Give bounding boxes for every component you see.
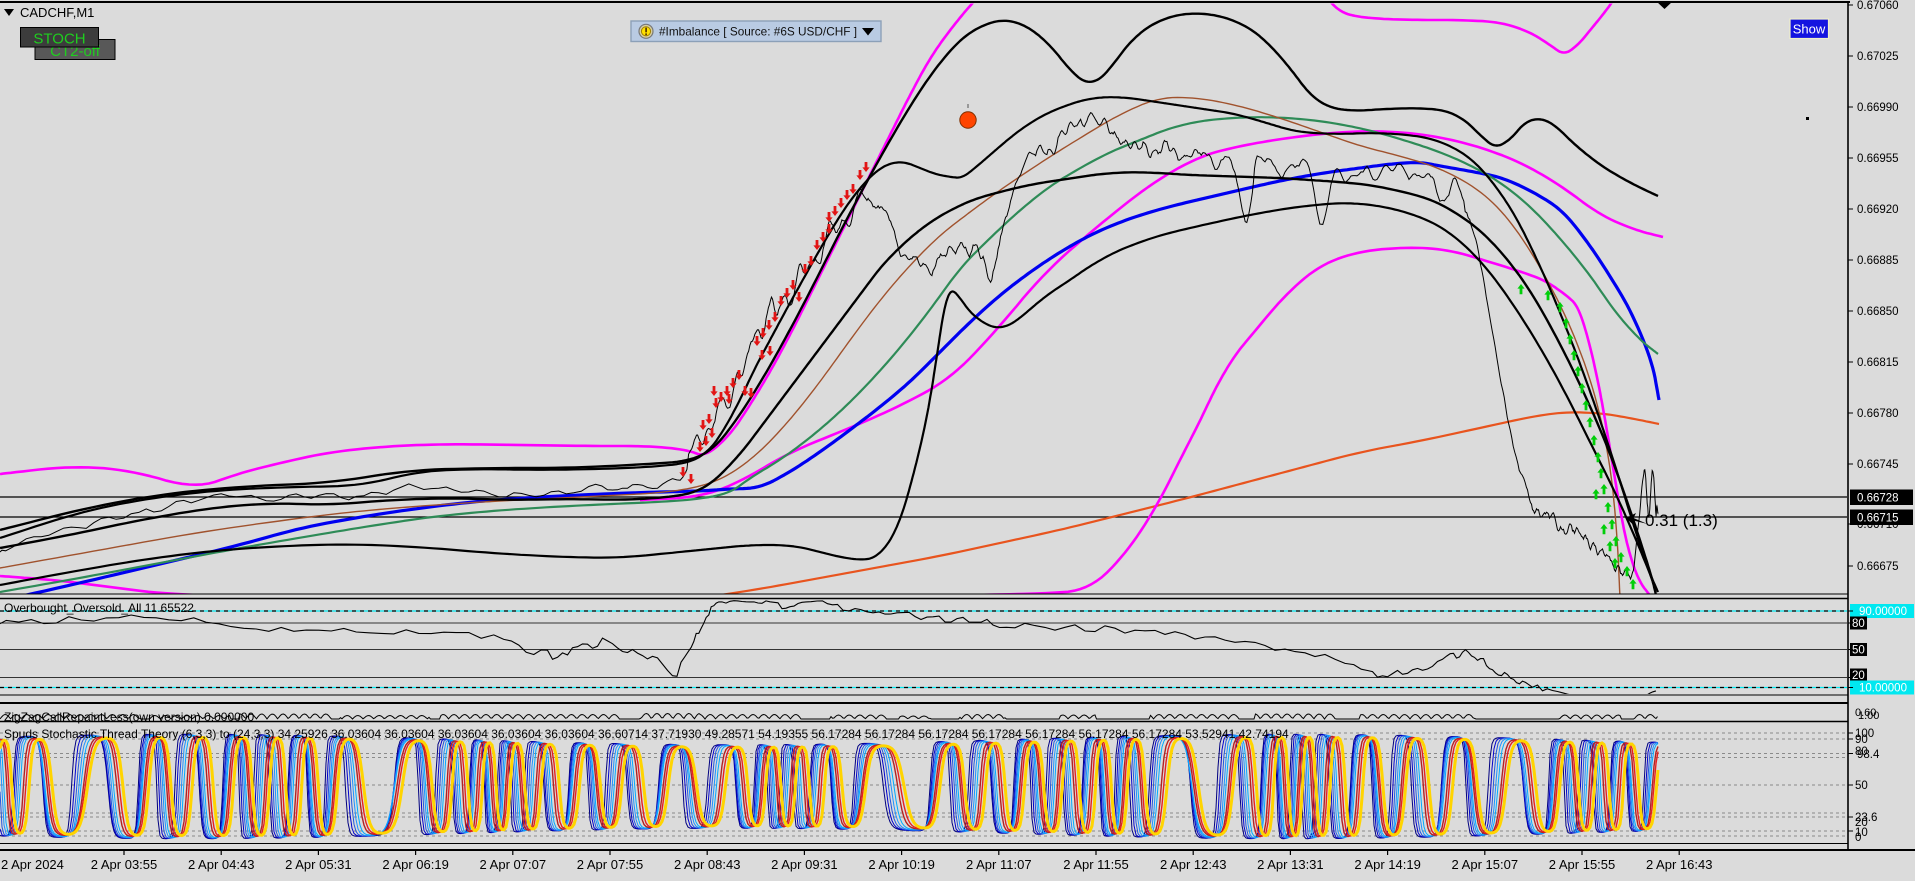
svg-text:2 Apr 16:43: 2 Apr 16:43 [1646,857,1713,872]
svg-text:2 Apr 07:55: 2 Apr 07:55 [577,857,644,872]
svg-text:23.6: 23.6 [1855,812,1877,824]
svg-text:Show: Show [1793,22,1826,37]
svg-text:50: 50 [1855,780,1868,792]
svg-text:Spuds Stochastic Thread Theory: Spuds Stochastic Thread Theory (6,3,3) t… [4,727,1289,741]
svg-text:0.60: 0.60 [1855,707,1876,719]
svg-text:2 Apr 11:55: 2 Apr 11:55 [1063,857,1129,872]
svg-text:0.66715: 0.66715 [1857,513,1899,525]
svg-text:0.66990: 0.66990 [1857,102,1899,114]
svg-text:0.66850: 0.66850 [1857,306,1899,318]
svg-text:2 Apr 09:31: 2 Apr 09:31 [771,857,838,872]
svg-text:90: 90 [1855,734,1868,746]
svg-text:98.4: 98.4 [1857,749,1880,761]
svg-text:1.00: 1.00 [1858,710,1879,722]
svg-text:0.67025: 0.67025 [1857,51,1899,63]
svg-text:80: 80 [1852,618,1865,630]
svg-text:2 Apr 03:55: 2 Apr 03:55 [91,857,158,872]
svg-text:2 Apr 08:43: 2 Apr 08:43 [674,857,741,872]
svg-text:100: 100 [1855,728,1874,740]
svg-text:STOCH: STOCH [33,31,85,48]
svg-text:2 Apr 07:07: 2 Apr 07:07 [480,857,547,872]
svg-text:2 Apr 15:07: 2 Apr 15:07 [1452,857,1519,872]
svg-text:0.66675: 0.66675 [1857,561,1899,573]
svg-text:0.31 (1.3): 0.31 (1.3) [1645,511,1718,530]
svg-text:0.66885: 0.66885 [1857,255,1899,267]
svg-text:0.66745: 0.66745 [1857,459,1899,471]
svg-text:10: 10 [1855,827,1868,839]
svg-text:2 Apr 13:31: 2 Apr 13:31 [1257,857,1324,872]
svg-text:20: 20 [1855,817,1868,829]
svg-text:20: 20 [1852,670,1865,682]
svg-text:80: 80 [1855,746,1868,758]
svg-text:CADCHF,M1: CADCHF,M1 [20,5,94,20]
svg-text:Overbought_Oversold_All 11.655: Overbought_Oversold_All 11.65522 [4,601,194,615]
svg-text:0.67060: 0.67060 [1857,0,1899,12]
svg-text:0.66920: 0.66920 [1857,204,1899,216]
svg-text:50: 50 [1852,645,1865,657]
svg-text:ZigZagCallRepaintLess(own vers: ZigZagCallRepaintLess(own version) 0.000… [4,710,254,724]
svg-text:2 Apr 05:31: 2 Apr 05:31 [285,857,352,872]
svg-text:#Imbalance [ Source: #6S USD/C: #Imbalance [ Source: #6S USD/CHF ] [659,25,857,39]
svg-text:90.00000: 90.00000 [1859,606,1907,618]
svg-text:0.66815: 0.66815 [1857,357,1899,369]
svg-text:2 Apr 12:43: 2 Apr 12:43 [1160,857,1227,872]
svg-text:10.00000: 10.00000 [1859,683,1907,695]
svg-text:2 Apr 06:19: 2 Apr 06:19 [382,857,449,872]
svg-text:0.66728: 0.66728 [1857,493,1899,505]
svg-text:2 Apr 10:19: 2 Apr 10:19 [868,857,935,872]
svg-text:0.66955: 0.66955 [1857,153,1899,165]
svg-text:2 Apr 15:55: 2 Apr 15:55 [1549,857,1616,872]
svg-text:2 Apr 2024: 2 Apr 2024 [1,857,64,872]
svg-text:2 Apr 11:07: 2 Apr 11:07 [966,857,1032,872]
svg-text:2 Apr 14:19: 2 Apr 14:19 [1354,857,1421,872]
svg-text:0.66780: 0.66780 [1857,408,1899,420]
svg-text:2 Apr 04:43: 2 Apr 04:43 [188,857,255,872]
svg-text:0: 0 [1855,832,1861,844]
